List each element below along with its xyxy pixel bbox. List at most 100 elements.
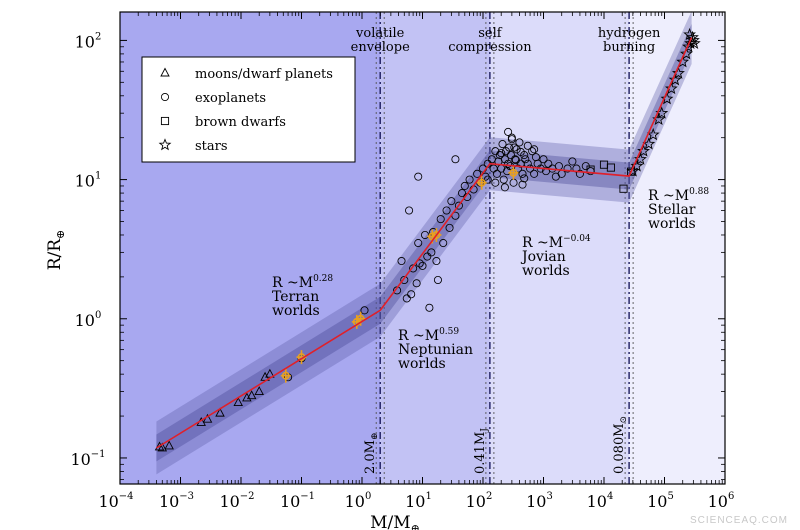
circle-point-27 [457,189,467,198]
circle-point-38 [405,206,414,215]
x-tick-label-5-exp: 1 [425,491,431,502]
x-tick-label-0-exp: −4 [119,491,134,502]
circle-point-18 [432,256,441,266]
circle-point-48 [499,175,508,184]
circle-point-69 [530,169,539,178]
region-1 [380,12,490,484]
circle-point-87 [507,135,516,144]
band-outer [156,11,692,475]
circle-point-9 [412,279,421,288]
transition-top-label-1-line1: self [478,26,503,41]
x-tick-label-6: 102 [466,491,493,511]
square-point-3 [599,160,609,169]
region-2 [489,12,630,484]
y-tick-label-0-exp: −1 [91,449,106,460]
triangle-point-6 [233,397,243,407]
annotation-3-exponent: 0.88 [689,187,709,197]
transition-top-label-0-line2: envelope [351,40,410,55]
circle-point-53 [505,143,514,152]
circle-point-20 [436,215,445,224]
circle-point-92 [530,145,539,154]
y-tick-label-1-exp: 0 [95,310,101,321]
x-tick-label-2: 10−2 [219,491,254,511]
circle-point-86 [504,127,513,136]
circle-point-2 [360,306,369,315]
y-tick-label-2: 101 [75,171,102,191]
legend-label-2: brown dwarfs [195,115,286,130]
circle-point-67 [526,164,535,173]
legend-label-1: exoplanets [195,91,266,106]
transition-top-label-2-line2: burning [603,40,655,55]
circle-point-89 [500,183,509,192]
circle-point-39 [451,155,460,164]
legend-box [141,56,356,163]
x-tick-label-8: 104 [587,491,614,511]
circle-point-88 [510,143,519,152]
region-3 [629,12,725,484]
fit-line [155,37,693,449]
legend-marker-square [160,116,170,126]
annotation-0-worlds: worlds [272,303,320,319]
circle-point-45 [495,151,504,160]
star-point-13 [679,47,693,60]
legend-label-3: stars [195,139,228,154]
triangle-point-0 [154,441,165,451]
fit-line-layer [155,37,693,449]
circle-point-63 [518,169,527,178]
circle-point-32 [473,169,482,178]
x-tick-label-7: 103 [526,491,553,511]
star-point-0 [626,164,640,177]
star-point-2 [633,152,647,165]
legend-label-0: moons/dwarf planets [195,67,333,82]
x-tick-label-3: 10−1 [280,491,315,511]
circle-point-47 [498,140,507,149]
x-tick-label-9: 105 [647,491,674,511]
axis-labels-layer: M/M⊕ R/R⊕ [45,230,420,530]
star-point-1 [630,159,644,172]
triangle-point-2 [164,440,174,450]
legend: moons/dwarf planets exoplanets brown dwarf… [141,56,356,163]
annotation-2-worlds: worlds [522,263,570,279]
y-tick-label-2-exp: 1 [95,171,101,182]
circle-point-8 [409,264,418,273]
x-tick-label-1-exp: −3 [179,491,194,502]
x-tick-label-4-exp: 0 [365,491,371,502]
triangle-point-7 [246,390,257,400]
square-point-2 [627,167,636,176]
solar-point-6 [476,175,487,190]
x-tick-label-10: 106 [708,491,735,511]
circle-point-10 [414,239,423,248]
x-tick-label-3-exp: −1 [300,491,315,502]
circle-point-5 [400,275,409,285]
circle-point-68 [528,147,537,156]
watermark: SCIENCEAQ.COM [689,515,788,526]
star-point-14 [682,40,696,53]
star-point-9 [664,81,678,95]
circle-point-98 [520,174,529,183]
circle-point-6 [402,294,411,303]
data-points-layer [154,27,701,452]
annotation-3-worlds: worlds [648,216,696,232]
circle-point-59 [512,145,521,154]
transition-top-label-2-line1: hydrogen [598,26,661,41]
annotation-0-class: Terran [272,289,319,305]
uncertainty-bands-layer [156,11,692,475]
circle-point-37 [414,172,423,181]
star-point-10 [668,73,682,86]
x-tick-label-10-exp: 6 [728,491,734,502]
transition-top-label-1-line2: compression [448,40,532,55]
circle-point-28 [460,181,469,190]
star-point-12 [676,55,690,68]
circle-point-96 [511,156,520,165]
x-tick-label-8-exp: 4 [607,491,613,502]
transition-mass-label-2-sub: ⊙ [619,416,629,424]
y-tick-label-3-exp: 2 [95,31,101,42]
circle-point-14 [423,252,432,261]
star-point-16 [685,30,699,43]
circle-point-83 [575,169,584,178]
y-tick-label-3: 102 [75,31,102,51]
circle-point-24 [447,197,456,206]
circle-point-95 [497,149,506,158]
